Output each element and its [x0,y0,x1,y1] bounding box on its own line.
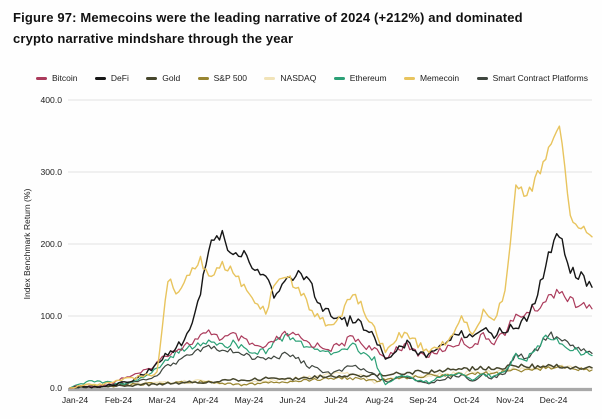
y-tick-label: 0.0 [50,383,62,393]
legend-label-defi: DeFi [110,73,129,83]
legend-label-nasdaq: NASDAQ [280,73,317,83]
legend-marker-gold [146,76,158,80]
x-tick-label: Mar-24 [148,395,175,405]
legend-item-memecoin: Memecoin [403,73,460,83]
series-line-memecoin [69,125,593,389]
x-tick-label: Oct-24 [454,395,480,405]
x-tick-label: Sep-24 [409,395,437,405]
y-tick-label: 100.0 [40,311,62,321]
legend-item-ethereum: Ethereum [333,73,387,83]
legend-item-s-p-500: S&P 500 [197,73,248,83]
y-axis-title: Index Benchmark Return (%) [22,188,32,299]
x-tick-label: Nov-24 [496,395,524,405]
legend-label-memecoin: Memecoin [419,73,460,83]
x-tick-label: Dec-24 [540,395,568,405]
series-line-gold [69,363,593,389]
legend-marker-ethereum [333,76,345,80]
figure-title: Figure 97: Memecoins were the leading na… [13,8,562,50]
x-tick-label: Aug-24 [366,395,394,405]
legend-label-gold: Gold [162,73,181,83]
x-tick-label: Jul-24 [324,395,348,405]
x-tick-label: Jun-24 [279,395,305,405]
legend-marker-bitcoin [36,76,47,80]
legend-label-bitcoin: Bitcoin [52,73,78,83]
series-line-ethereum [69,332,593,389]
legend-item-smart-contract-platforms: Smart Contract Platforms [476,73,588,83]
legend-item-gold: Gold [146,73,180,83]
series-line-smart-contract-platforms [69,331,593,389]
legend-marker-nasdaq [264,76,276,80]
y-tick-label: 200.0 [40,239,62,249]
series-line-bitcoin [69,288,593,389]
legend-marker-smart-contract-platforms [476,76,488,80]
legend-item-nasdaq: NASDAQ [264,73,316,83]
legend-marker-memecoin [403,76,415,80]
legend-label-s-p-500: S&P 500 [213,73,248,83]
legend-label-ethereum: Ethereum [349,73,387,83]
figure-title-line1: Figure 97: Memecoins were the leading na… [13,10,523,25]
legend-marker-s-p-500 [197,76,209,80]
x-tick-label: Jan-24 [62,395,88,405]
figure-title-line2: crypto narrative mindshare through the y… [13,30,294,46]
x-tick-label: May-24 [235,395,264,405]
legend-label-smart-contract-platforms: Smart Contract Platforms [492,73,588,83]
y-tick-label: 400.0 [40,95,62,105]
x-tick-label: Feb-24 [105,395,132,405]
chart-legend: Bitcoin DeFi Gold S&P 500 NASDAQ Ethereum Meme… [36,70,588,86]
legend-marker-defi [94,76,106,80]
legend-item-defi: DeFi [94,73,129,83]
y-tick-label: 300.0 [40,167,62,177]
x-tick-label: Apr-24 [193,395,219,405]
legend-item-bitcoin: Bitcoin [36,73,78,83]
series-line-defi [69,229,593,389]
